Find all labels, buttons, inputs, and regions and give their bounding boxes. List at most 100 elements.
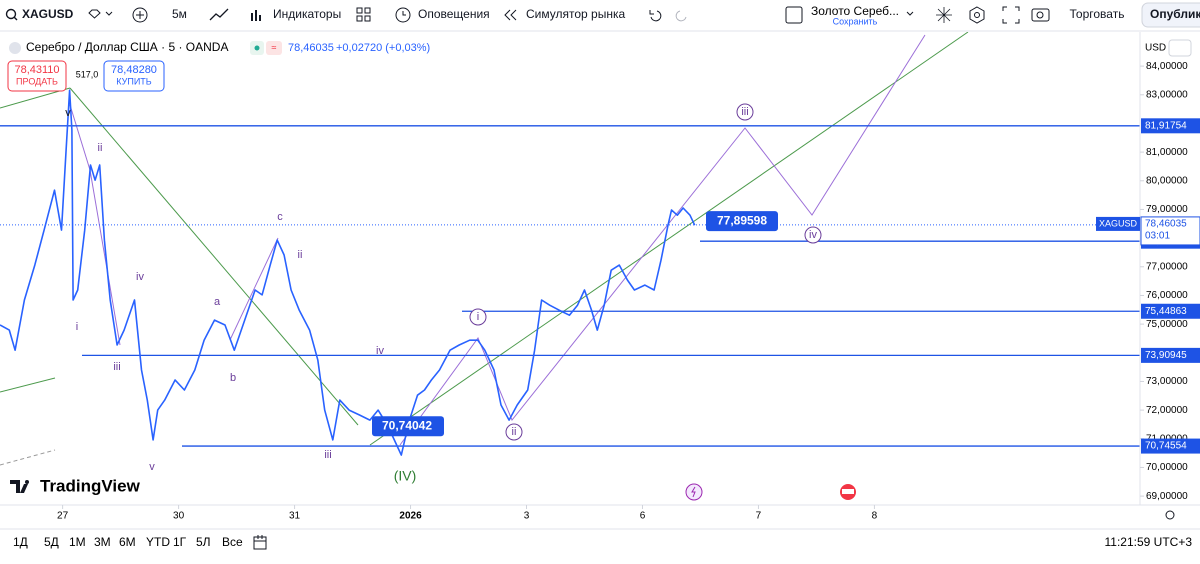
- price-note: 70,74042: [382, 418, 432, 432]
- replay[interactable]: Симулятор рынка: [526, 7, 625, 21]
- y-tick-label: 84,00000: [1146, 61, 1188, 72]
- bottom-bar: 1Д 5Д 1М 3М 6М YTD 1Г 5Л Все: [13, 535, 243, 549]
- range-button[interactable]: YTD: [146, 535, 170, 549]
- x-tick-label: 3: [524, 511, 530, 522]
- wave-projection: [229, 237, 279, 341]
- sell-button[interactable]: ПРОДАТЬ: [16, 76, 58, 86]
- range-button[interactable]: 3М: [94, 535, 111, 549]
- trade-button[interactable]: Торговать: [1070, 7, 1125, 21]
- wave-label: iii: [741, 106, 748, 118]
- y-tick-label: 69,00000: [1146, 491, 1188, 502]
- wave-label: c: [277, 211, 283, 223]
- wave-label: iii: [113, 361, 120, 373]
- price-line: [0, 89, 696, 456]
- price-note: 77,89598: [717, 213, 767, 227]
- y-tick-label: 77,00000: [1146, 261, 1188, 272]
- sell-price[interactable]: 78,43110: [14, 64, 59, 76]
- range-button[interactable]: 5Д: [44, 535, 59, 549]
- wave-label: iv: [136, 271, 144, 283]
- range-button[interactable]: Все: [222, 535, 243, 549]
- wave-projection: [69, 104, 121, 346]
- y-tick-label: 75,00000: [1146, 319, 1188, 330]
- toolbar: XAGUSD 5м Индикаторы Оповещения Симулято…: [0, 2, 1200, 32]
- level-label-box: [1141, 438, 1200, 454]
- wave-label: a: [214, 296, 221, 308]
- alerts[interactable]: Оповещения: [418, 7, 490, 21]
- trendline: [0, 377, 56, 393]
- y-tick-label: 73,00000: [1146, 376, 1188, 387]
- countdown: 03:01: [1145, 231, 1170, 242]
- wave-label: i: [76, 321, 78, 333]
- logo: TradingView: [10, 476, 141, 495]
- level-label: 81,91754: [1145, 120, 1187, 131]
- level-label: 70,74554: [1145, 441, 1187, 452]
- y-tick-label: 80,00000: [1146, 175, 1188, 186]
- wave-label: i: [477, 311, 479, 323]
- x-tick-label: 6: [640, 511, 646, 522]
- symbol[interactable]: XAGUSD: [22, 7, 74, 21]
- range-button[interactable]: 1М: [69, 535, 86, 549]
- level-label-box: [1141, 347, 1200, 363]
- range-button[interactable]: 1Г: [173, 535, 187, 549]
- x-tick-label: 8: [872, 511, 878, 522]
- spread: 517,0: [76, 69, 99, 79]
- y-tick-label: 81,00000: [1146, 147, 1188, 158]
- x-tick-label: 31: [289, 511, 301, 522]
- legend: Серебро / Доллар США · 5 · OANDA ≈ 78,46…: [7, 40, 430, 92]
- legend-price: 78,46035: [288, 42, 334, 54]
- dashed-line: [0, 449, 56, 466]
- y-tick-label: 70,00000: [1146, 462, 1188, 473]
- range-button[interactable]: 1Д: [13, 535, 28, 549]
- plot: [0, 89, 1140, 456]
- drawings: [0, 32, 969, 466]
- publish-button[interactable]: Опубликов: [1150, 7, 1200, 21]
- symbol-tag: XAGUSD: [1099, 218, 1138, 228]
- series-name: Серебро / Доллар США · 5 · OANDA: [26, 40, 228, 54]
- symbol-tag-box: [1096, 216, 1140, 231]
- indicators[interactable]: Индикаторы: [273, 7, 341, 21]
- level-label-box: [1141, 118, 1200, 134]
- x-tick-label: 2026: [399, 511, 422, 522]
- wave-circle: [804, 226, 822, 244]
- x-tick-label: 7: [756, 511, 762, 522]
- layout-name[interactable]: Золото Сереб...: [811, 4, 899, 18]
- wave-label: b: [230, 372, 236, 384]
- trendline: [369, 32, 969, 446]
- svg-text:≈: ≈: [272, 42, 277, 52]
- x-tick-label: 30: [173, 511, 185, 522]
- buy-price[interactable]: 78,48280: [111, 64, 157, 76]
- last-price-label: 78,46035: [1145, 219, 1187, 230]
- wave-label: v: [65, 107, 71, 119]
- wave-label: iv: [376, 345, 384, 357]
- wave-label: iii: [324, 449, 331, 461]
- wave-label: (IV): [394, 468, 417, 484]
- logo-text: TradingView: [40, 476, 141, 495]
- wave-projection: [399, 34, 926, 446]
- y-tick-label: 83,00000: [1146, 89, 1188, 100]
- interval[interactable]: 5м: [172, 7, 187, 21]
- x-tick-label: 27: [57, 511, 69, 522]
- wave-label: iv: [809, 229, 817, 241]
- wave-label: ii: [298, 249, 303, 261]
- wave-label: v: [149, 461, 155, 473]
- wave-label: ii: [98, 142, 103, 154]
- y-tick-label: 76,00000: [1146, 290, 1188, 301]
- legend-change: +0,02720 (+0,03%): [336, 42, 430, 54]
- clock: 11:21:59 UTC+3: [1105, 535, 1193, 549]
- trendline: [69, 87, 359, 426]
- layout-status: Сохранить: [833, 16, 878, 26]
- wave-label: ii: [512, 426, 517, 438]
- wave-circle: [505, 423, 523, 441]
- wave-circle: [736, 103, 754, 121]
- range-button[interactable]: 5Л: [196, 535, 211, 549]
- wave-circle: [469, 308, 487, 326]
- y-tick-label: 79,00000: [1146, 204, 1188, 215]
- price-note-box: [706, 211, 778, 232]
- buy-button[interactable]: КУПИТЬ: [116, 76, 151, 86]
- level-label: 75,44863: [1145, 306, 1187, 317]
- y-tick-label: 72,00000: [1146, 405, 1188, 416]
- currency: USD: [1145, 43, 1166, 54]
- last-price-box: [1140, 216, 1200, 246]
- range-button[interactable]: 6М: [119, 535, 136, 549]
